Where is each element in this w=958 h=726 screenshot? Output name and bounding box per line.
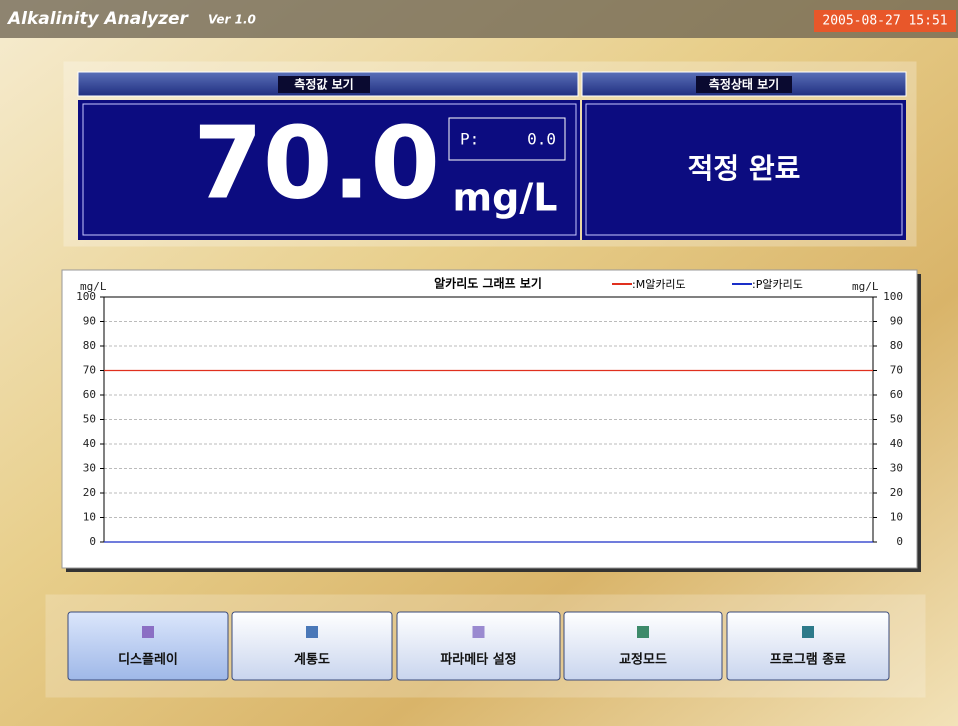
y-tick-label: 70 bbox=[83, 364, 96, 377]
y-tick-label: 40 bbox=[83, 437, 96, 450]
button-label: 디스플레이 bbox=[118, 652, 178, 668]
button-group: 디스플레이 계통도 파라메타 설정 교정모드 프로그램 종료 bbox=[68, 612, 889, 680]
button-icon bbox=[306, 626, 318, 638]
nav-button[interactable] bbox=[68, 612, 228, 680]
button-label: 교정모드 bbox=[619, 652, 667, 668]
legend-label: :P알카리도 bbox=[752, 277, 803, 291]
p-label: P: bbox=[460, 130, 479, 149]
body: Alkalinity Analyzer Ver 1.0 2005-08-27 1… bbox=[0, 0, 958, 726]
y-tick-label: 60 bbox=[83, 388, 96, 401]
y2-tick-label: 100 bbox=[883, 290, 903, 303]
nav-button[interactable] bbox=[564, 612, 722, 680]
page: Alkalinity Analyzer {"header": {"title":… bbox=[0, 0, 958, 726]
button-label: 계통도 bbox=[294, 653, 330, 668]
p-value: 0.0 bbox=[527, 130, 556, 149]
y2-tick-label: 90 bbox=[890, 315, 903, 328]
y2-tick-label: 40 bbox=[890, 437, 903, 450]
button-icon bbox=[637, 626, 649, 638]
y-tick-label: 20 bbox=[83, 486, 96, 499]
button-icon bbox=[142, 626, 154, 638]
nav-button[interactable] bbox=[727, 612, 889, 680]
button-label: 파라메타 설정 bbox=[440, 652, 516, 668]
y2-tick-label: 80 bbox=[890, 339, 903, 352]
button-label: 프로그램 종료 bbox=[770, 653, 846, 668]
chart-title: 알카리도 그래프 보기 bbox=[434, 276, 542, 291]
y2-tick-label: 30 bbox=[890, 462, 903, 475]
measure-unit: mg/L bbox=[453, 176, 558, 220]
y-tick-label: 100 bbox=[76, 290, 96, 303]
app-window: Alkalinity Analyzer Ver 1.0 2005-08-27 1… bbox=[0, 0, 958, 726]
measure-title: 측정값 보기 bbox=[294, 77, 353, 92]
y2-tick-label: 60 bbox=[890, 388, 903, 401]
button-icon bbox=[802, 626, 814, 638]
status-title: 측정상태 보기 bbox=[709, 77, 779, 92]
app-version: Ver 1.0 bbox=[208, 13, 256, 27]
y2-tick-label: 50 bbox=[890, 413, 903, 426]
y-tick-label: 30 bbox=[83, 462, 96, 475]
datetime: 2005-08-27 15:51 bbox=[822, 14, 947, 29]
button-icon bbox=[473, 626, 485, 638]
y-tick-label: 0 bbox=[89, 535, 96, 548]
y2-tick-label: 70 bbox=[890, 364, 903, 377]
y2-tick-label: 0 bbox=[896, 535, 903, 548]
y-tick-label: 90 bbox=[83, 315, 96, 328]
y2-tick-label: 10 bbox=[890, 511, 903, 524]
status-text: 적정 완료 bbox=[688, 152, 801, 185]
measure-value: 70.0 bbox=[193, 104, 440, 221]
y2-axis-label: mg/L bbox=[852, 280, 879, 293]
app-title: Alkalinity Analyzer bbox=[6, 9, 190, 29]
legend-label: :M알카리도 bbox=[632, 277, 686, 291]
y2-tick-label: 20 bbox=[890, 486, 903, 499]
y-tick-label: 50 bbox=[83, 413, 96, 426]
y-tick-label: 10 bbox=[83, 511, 96, 524]
y-tick-label: 80 bbox=[83, 339, 96, 352]
nav-button[interactable] bbox=[232, 612, 392, 680]
nav-button[interactable] bbox=[397, 612, 560, 680]
